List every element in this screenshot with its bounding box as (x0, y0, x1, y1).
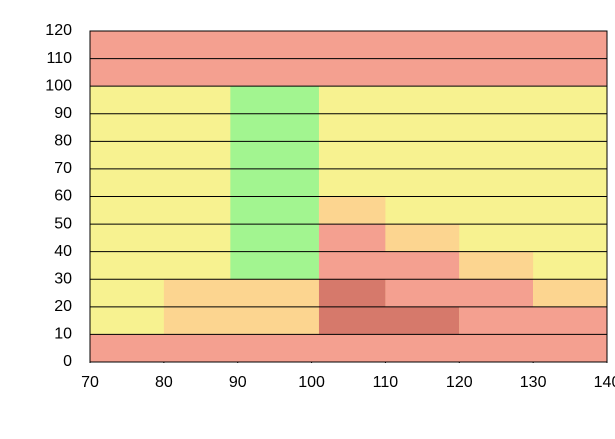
zone (385, 279, 534, 307)
zone (459, 306, 607, 335)
y-tick-label: 40 (54, 243, 72, 260)
y-tick-label: 0 (63, 353, 72, 370)
x-tick-label: 120 (446, 374, 473, 391)
x-tick-label: 80 (155, 374, 173, 391)
x-tick-label: 130 (520, 374, 547, 391)
y-tick-label: 10 (54, 326, 72, 343)
x-tick-label: 100 (298, 374, 325, 391)
zone (230, 86, 319, 280)
zone (318, 306, 460, 335)
zone (318, 196, 386, 225)
zone (533, 279, 607, 307)
x-tick-label: 70 (81, 374, 99, 391)
y-tick-label: 100 (45, 77, 72, 94)
y-tick-label: 120 (45, 22, 72, 39)
y-tick-label: 20 (54, 298, 72, 315)
y-tick-label: 50 (54, 215, 72, 232)
zone (90, 334, 607, 362)
zone (318, 224, 386, 252)
y-tick-label: 60 (54, 188, 72, 205)
x-tick-label: 110 (373, 374, 399, 391)
zone (459, 251, 534, 280)
y-tick-label: 70 (54, 160, 72, 177)
zone (385, 224, 460, 252)
x-tick-label: 90 (229, 374, 247, 391)
y-tick-label: 80 (54, 133, 72, 150)
zone (318, 279, 386, 307)
y-tick-label: 110 (46, 50, 72, 67)
y-tick-label: 30 (54, 270, 72, 287)
x-tick-label: 140 (594, 374, 615, 391)
y-tick-label: 90 (54, 105, 72, 122)
zone (318, 251, 460, 280)
plot-border (89, 30, 608, 363)
